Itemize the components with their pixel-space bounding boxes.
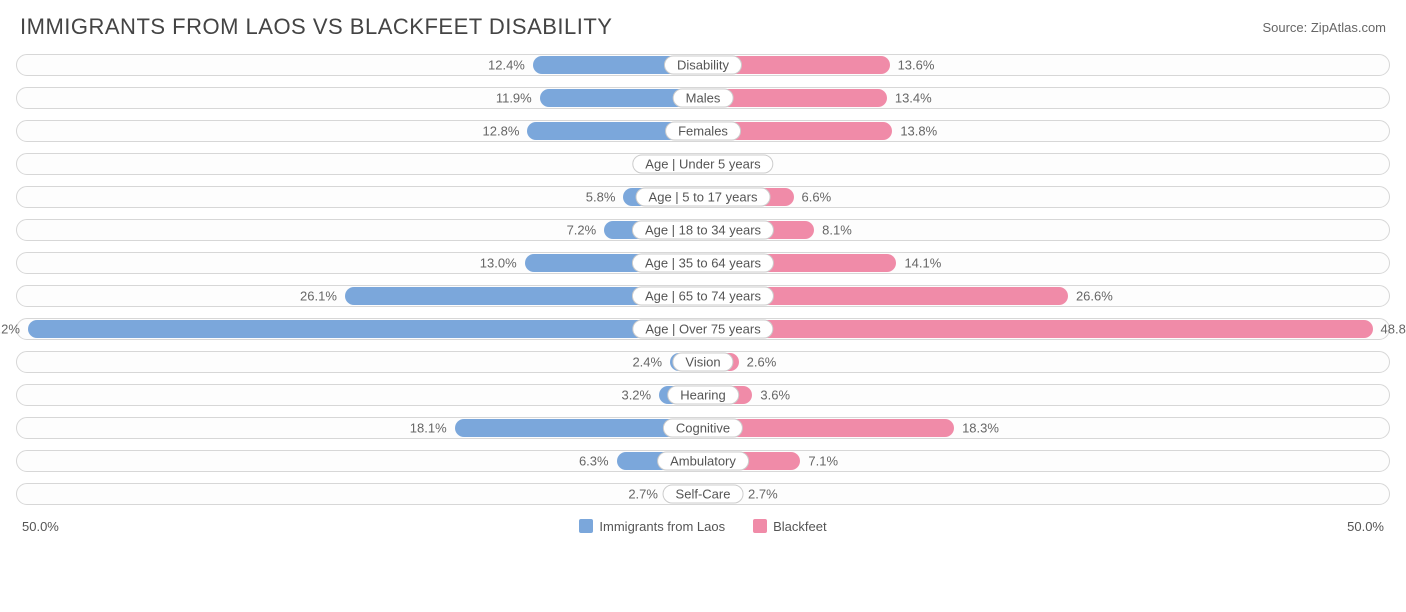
value-left: 3.2% (621, 387, 651, 402)
row-track: 5.8% 6.6% Age | 5 to 17 years (16, 186, 1390, 208)
value-left: 2.4% (632, 354, 662, 369)
chart-row: 5.8% 6.6% Age | 5 to 17 years (16, 180, 1390, 213)
row-label: Females (665, 121, 741, 140)
axis-left-label: 50.0% (22, 519, 59, 534)
chart-row: 2.4% 2.6% Vision (16, 345, 1390, 378)
value-left: 12.4% (488, 57, 525, 72)
row-track: 1.3%1.6%Age | Under 5 years (16, 153, 1390, 175)
chart-row: 49.2%48.8%Age | Over 75 years (16, 312, 1390, 345)
row-label: Age | 35 to 64 years (632, 253, 774, 272)
row-label: Age | Over 75 years (632, 319, 773, 338)
value-left: 13.0% (480, 255, 517, 270)
legend-label-right: Blackfeet (773, 519, 826, 534)
row-label: Age | 65 to 74 years (632, 286, 774, 305)
value-right: 6.6% (802, 189, 832, 204)
chart-row: 1.3%1.6%Age | Under 5 years (16, 147, 1390, 180)
value-left: 49.2% (0, 321, 20, 336)
chart-row: 12.4% 13.6% Disability (16, 48, 1390, 81)
bar-left: 49.2% (28, 320, 703, 338)
chart-footer: 50.0% Immigrants from Laos Blackfeet 50.… (16, 514, 1390, 538)
value-left: 5.8% (586, 189, 616, 204)
row-label: Hearing (667, 385, 739, 404)
value-right: 26.6% (1076, 288, 1113, 303)
value-right: 8.1% (822, 222, 852, 237)
value-left: 7.2% (567, 222, 597, 237)
row-label: Age | 5 to 17 years (636, 187, 771, 206)
value-right: 2.6% (747, 354, 777, 369)
chart-row: 26.1% 26.6% Age | 65 to 74 years (16, 279, 1390, 312)
value-right: 13.4% (895, 90, 932, 105)
row-track: 11.9% 13.4% Males (16, 87, 1390, 109)
row-label: Cognitive (663, 418, 743, 437)
row-track: 13.0% 14.1% Age | 35 to 64 years (16, 252, 1390, 274)
value-right: 48.8% (1381, 321, 1406, 336)
value-left: 2.7% (628, 486, 658, 501)
chart-row: 6.3% 7.1% Ambulatory (16, 444, 1390, 477)
chart-row: 11.9% 13.4% Males (16, 81, 1390, 114)
value-right: 14.1% (904, 255, 941, 270)
butterfly-chart: 12.4% 13.6% Disability 11.9% 13.4% Males 12.8%… (16, 48, 1390, 510)
value-right: 3.6% (760, 387, 790, 402)
value-left: 12.8% (483, 123, 520, 138)
row-label: Disability (664, 55, 742, 74)
legend-item-left: Immigrants from Laos (579, 519, 725, 534)
row-track: 49.2%48.8%Age | Over 75 years (16, 318, 1390, 340)
chart-source: Source: ZipAtlas.com (1262, 20, 1386, 35)
legend-swatch-right (753, 519, 767, 533)
row-label: Self-Care (663, 484, 744, 503)
value-right: 13.8% (900, 123, 937, 138)
legend: Immigrants from Laos Blackfeet (579, 519, 826, 534)
value-right: 7.1% (808, 453, 838, 468)
chart-title: IMMIGRANTS FROM LAOS VS BLACKFEET DISABI… (20, 14, 613, 40)
row-track: 7.2% 8.1% Age | 18 to 34 years (16, 219, 1390, 241)
row-track: 12.8% 13.8% Females (16, 120, 1390, 142)
row-track: 12.4% 13.6% Disability (16, 54, 1390, 76)
row-label: Age | 18 to 34 years (632, 220, 774, 239)
chart-row: 7.2% 8.1% Age | 18 to 34 years (16, 213, 1390, 246)
row-track: 2.4% 2.6% Vision (16, 351, 1390, 373)
chart-header: IMMIGRANTS FROM LAOS VS BLACKFEET DISABI… (16, 14, 1390, 48)
chart-row: 18.1% 18.3% Cognitive (16, 411, 1390, 444)
row-track: 3.2% 3.6% Hearing (16, 384, 1390, 406)
value-right: 13.6% (898, 57, 935, 72)
row-label: Age | Under 5 years (632, 154, 773, 173)
row-label: Males (673, 88, 734, 107)
axis-right-label: 50.0% (1347, 519, 1384, 534)
legend-label-left: Immigrants from Laos (599, 519, 725, 534)
value-left: 6.3% (579, 453, 609, 468)
chart-row: 13.0% 14.1% Age | 35 to 64 years (16, 246, 1390, 279)
value-left: 11.9% (496, 90, 532, 105)
chart-row: 12.8% 13.8% Females (16, 114, 1390, 147)
row-track: 2.7% 2.7% Self-Care (16, 483, 1390, 505)
legend-swatch-left (579, 519, 593, 533)
row-track: 18.1% 18.3% Cognitive (16, 417, 1390, 439)
chart-row: 2.7% 2.7% Self-Care (16, 477, 1390, 510)
chart-row: 3.2% 3.6% Hearing (16, 378, 1390, 411)
bar-right: 48.8% (703, 320, 1373, 338)
chart-container: IMMIGRANTS FROM LAOS VS BLACKFEET DISABI… (0, 0, 1406, 612)
value-right: 2.7% (748, 486, 778, 501)
row-label: Ambulatory (657, 451, 749, 470)
legend-item-right: Blackfeet (753, 519, 826, 534)
row-track: 6.3% 7.1% Ambulatory (16, 450, 1390, 472)
value-left: 18.1% (410, 420, 447, 435)
value-right: 18.3% (962, 420, 999, 435)
row-track: 26.1% 26.6% Age | 65 to 74 years (16, 285, 1390, 307)
value-left: 26.1% (300, 288, 337, 303)
row-label: Vision (672, 352, 733, 371)
